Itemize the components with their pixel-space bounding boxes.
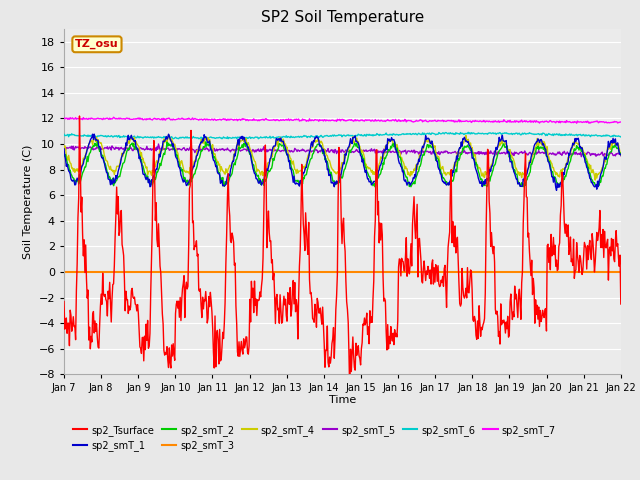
X-axis label: Time: Time bbox=[329, 395, 356, 405]
Y-axis label: Soil Temperature (C): Soil Temperature (C) bbox=[23, 144, 33, 259]
Title: SP2 Soil Temperature: SP2 Soil Temperature bbox=[260, 10, 424, 25]
Text: TZ_osu: TZ_osu bbox=[75, 39, 119, 49]
Legend: sp2_Tsurface, sp2_smT_1, sp2_smT_2, sp2_smT_3, sp2_smT_4, sp2_smT_5, sp2_smT_6, : sp2_Tsurface, sp2_smT_1, sp2_smT_2, sp2_… bbox=[69, 421, 559, 455]
